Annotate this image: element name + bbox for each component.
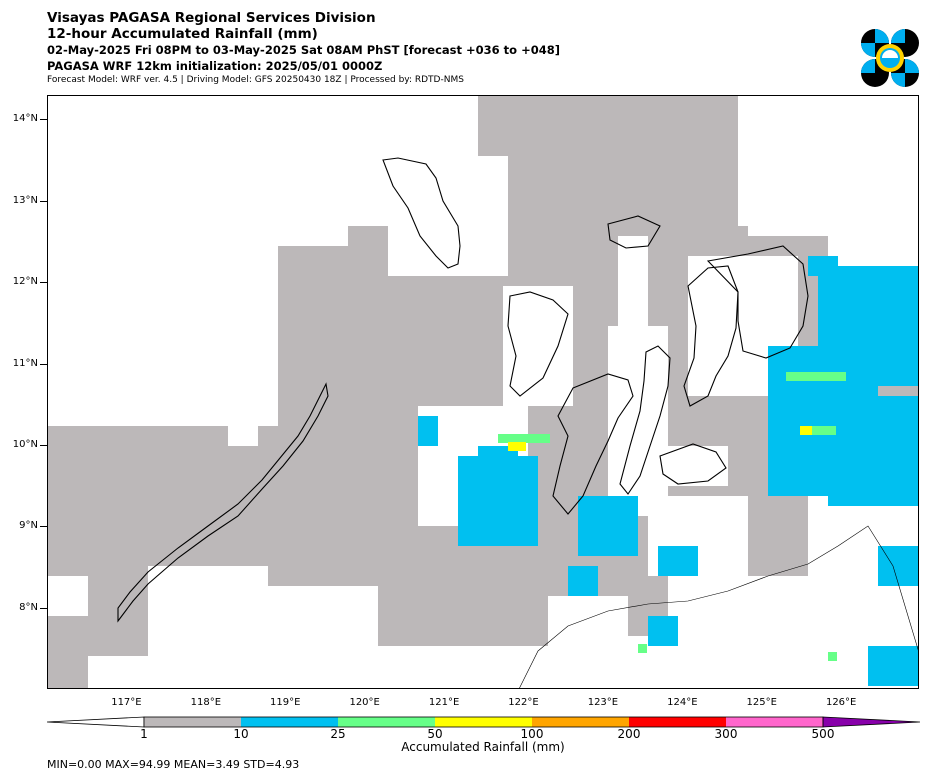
colorbar-extend-high <box>822 716 921 728</box>
rain-cell <box>148 566 268 688</box>
rain-cell <box>608 96 728 156</box>
lat-label: 10°N <box>12 438 38 450</box>
lon-label: 122°E <box>508 697 539 708</box>
colorbar-tick-label: 300 <box>714 727 738 741</box>
lat-tick <box>40 607 47 609</box>
colorbar-segment <box>629 717 726 727</box>
rain-cell <box>638 644 647 653</box>
rainfall-map <box>47 95 919 689</box>
rain-cell <box>503 286 573 406</box>
rain-cell <box>48 426 228 466</box>
colorbar-extend-low <box>47 716 145 728</box>
colorbar <box>47 716 921 728</box>
rain-cell <box>48 96 278 426</box>
lat-tick <box>40 526 47 528</box>
lon-label: 125°E <box>746 697 777 708</box>
colorbar-tick-label: 200 <box>617 727 641 741</box>
rainfall-statistics: MIN=0.00 MAX=94.99 MEAN=3.49 STD=4.93 <box>47 758 300 771</box>
lat-label: 12°N <box>12 276 38 288</box>
leyte-coastline <box>683 265 739 407</box>
title-line-2: 12-hour Accumulated Rainfall (mm) <box>47 26 318 42</box>
pagasa-logo-icon <box>861 29 919 87</box>
colorbar-segment <box>241 717 338 727</box>
rain-cell <box>508 442 526 451</box>
rain-cell <box>800 426 812 435</box>
colorbar-segment <box>338 717 435 727</box>
lat-label: 9°N <box>19 520 38 532</box>
mindoro-coastline <box>382 157 461 269</box>
lon-label: 124°E <box>667 697 698 708</box>
colorbar-segment <box>435 717 532 727</box>
rain-cell <box>648 616 678 646</box>
model-initialization: PAGASA WRF 12km initialization: 2025/05/… <box>47 59 383 73</box>
rain-cell <box>868 646 918 686</box>
colorbar-segment <box>532 717 629 727</box>
colorbar-tick-label: 50 <box>427 727 443 741</box>
mindanao-coastline <box>519 525 918 688</box>
lat-label: 13°N <box>12 194 38 206</box>
rain-cell <box>418 416 438 446</box>
lon-label: 117°E <box>111 697 142 708</box>
colorbar-title: Accumulated Rainfall (mm) <box>401 740 565 754</box>
lat-tick <box>40 200 47 202</box>
colorbar-tick-label: 1 <box>140 727 148 741</box>
rain-cell <box>748 96 918 236</box>
colorbar-tick-label: 25 <box>330 727 346 741</box>
lat-tick <box>40 282 47 284</box>
samar-coastline <box>706 245 809 359</box>
lon-label: 121°E <box>428 697 460 708</box>
rain-cell <box>810 426 836 435</box>
rain-cell <box>828 652 837 661</box>
lat-tick <box>40 444 47 446</box>
rain-cell <box>828 396 918 506</box>
colorbar-tick-label: 10 <box>233 727 249 741</box>
rain-cell <box>48 616 88 688</box>
title-line-1: Visayas PAGASA Regional Services Divisio… <box>47 10 376 26</box>
bohol-coastline <box>659 443 727 485</box>
lat-tick <box>40 363 47 365</box>
palawan-coastline <box>117 382 329 623</box>
cebu-coastline <box>619 345 671 495</box>
panay-coastline <box>507 291 569 397</box>
lon-label: 119°E <box>270 697 301 708</box>
negros-coastline <box>552 373 634 515</box>
lon-label: 118°E <box>190 697 222 708</box>
lat-label: 11°N <box>12 357 38 369</box>
rain-cell <box>668 576 818 686</box>
colorbar-segment <box>726 717 823 727</box>
rain-cell <box>388 156 508 276</box>
rain-cell <box>278 96 478 156</box>
rain-cell <box>578 496 638 556</box>
lon-label: 126°E <box>825 697 857 708</box>
rain-cell <box>548 596 628 688</box>
lat-tick <box>40 119 47 121</box>
colorbar-tick-label: 100 <box>520 727 544 741</box>
lat-label: 8°N <box>19 601 38 613</box>
forecast-period: 02-May-2025 Fri 08PM to 03-May-2025 Sat … <box>47 43 560 57</box>
colorbar-tick-label: 500 <box>811 727 835 741</box>
rain-cell <box>658 546 698 576</box>
rainfall-grid <box>48 96 918 688</box>
model-credits: Forecast Model: WRF ver. 4.5 | Driving M… <box>47 75 464 85</box>
lat-label: 14°N <box>12 113 38 125</box>
colorbar-outline <box>143 716 824 728</box>
colorbar-segment <box>144 717 241 727</box>
lon-label: 123°E <box>587 697 619 708</box>
rain-cell <box>786 372 846 381</box>
rain-cell <box>568 566 598 596</box>
masbate-coastline <box>607 215 661 249</box>
lon-label: 120°E <box>349 697 380 708</box>
rain-cell <box>808 256 838 276</box>
rain-cell <box>498 434 550 443</box>
